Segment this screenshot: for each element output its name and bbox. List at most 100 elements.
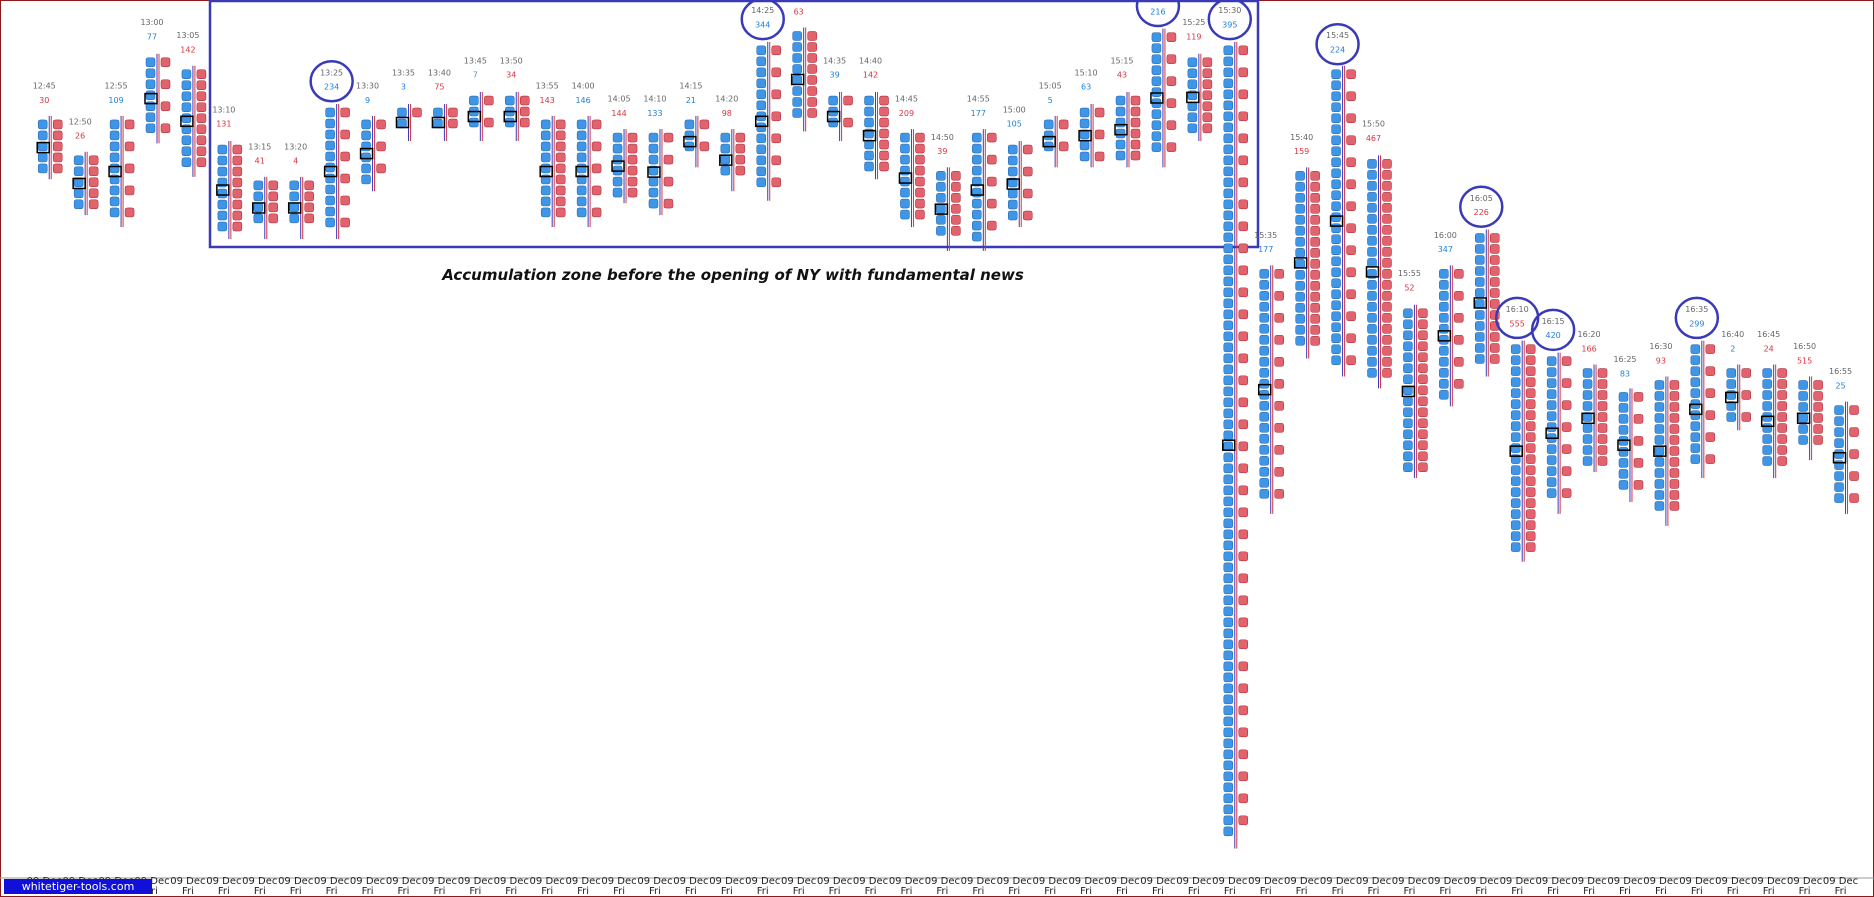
bar-delta: 9 (365, 96, 370, 105)
footprint-cell (1690, 432, 1701, 442)
footprint-cell (1223, 408, 1234, 419)
bar-time: 14:35 (823, 56, 846, 65)
x-date: 09 Dec (1464, 876, 1499, 887)
footprint-cell (1418, 407, 1428, 418)
bar-time: 14:30 (787, 0, 810, 2)
footprint-cell (1310, 270, 1320, 280)
footprint-cell (376, 163, 386, 174)
footprint-cell (1259, 401, 1269, 411)
footprint-cell (1223, 100, 1234, 111)
footprint-cell (1546, 488, 1557, 498)
footprint-cell (1418, 451, 1428, 462)
x-day: Fri (254, 886, 266, 897)
poc-cell (1186, 91, 1200, 104)
bar-time: 13:30 (356, 81, 379, 90)
x-day: Fri (685, 886, 697, 897)
footprint-cell (253, 191, 264, 202)
x-day: Fri (1332, 886, 1344, 897)
x-date: 09 Dec (781, 876, 816, 887)
poc-cell (359, 147, 374, 160)
footprint-cell (1223, 375, 1234, 386)
footprint-cell (1346, 201, 1356, 211)
footprint-cell (1510, 432, 1521, 442)
footprint-cell (1633, 392, 1644, 402)
footprint-cell (1705, 454, 1716, 464)
footprint-cell (1525, 465, 1536, 475)
bar-delta: 24 (1764, 344, 1774, 353)
footprint-cell (253, 180, 264, 191)
footprint-cell (196, 113, 207, 123)
footprint-cell (433, 118, 443, 129)
footprint-cell (1367, 203, 1377, 213)
footprint-cell (325, 217, 335, 228)
footprint-cell (1223, 474, 1234, 485)
footprint-cell (612, 132, 623, 143)
footprint-cell (1475, 354, 1485, 364)
footprint-cell (1834, 449, 1844, 459)
footprint-cell (879, 139, 889, 150)
footprint-cell (325, 140, 335, 151)
footprint-cell (1223, 133, 1234, 144)
footprint-cell (1525, 520, 1536, 530)
footprint-cell (1654, 468, 1665, 478)
footprint-cell (1259, 412, 1269, 422)
footprint-cell (361, 163, 371, 174)
footprint-cell (1346, 223, 1356, 233)
footprint-cell (1238, 617, 1249, 628)
footprint-cell (1331, 234, 1341, 244)
footprint-cell (1834, 471, 1844, 481)
footprint-cell (915, 187, 925, 198)
footprint-cell (1223, 331, 1234, 342)
footprint-cell (1331, 179, 1341, 189)
footprint-cell (792, 97, 802, 107)
footprint-cell (253, 213, 264, 224)
footprint-cell (1418, 418, 1428, 429)
footprint-cell (1669, 468, 1680, 478)
footprint-cell (1223, 155, 1234, 166)
bar-time: 14:00 (572, 81, 595, 90)
footprint-cell (1223, 617, 1234, 628)
poc-cell (539, 165, 553, 178)
footprint-cell (1849, 471, 1859, 481)
footprint-cell (1094, 107, 1105, 118)
x-date: 09 Dec (1787, 876, 1822, 887)
footprint-cell (1403, 396, 1413, 407)
footprint-cell (1151, 54, 1162, 64)
footprint-cell (1259, 379, 1269, 389)
footprint-cell (1798, 380, 1808, 390)
footprint-cell (936, 204, 946, 214)
footprint-cell (1238, 639, 1249, 650)
footprint-cell (1669, 380, 1680, 390)
footprint-cell (1202, 57, 1213, 68)
footprint-cell (951, 226, 961, 236)
footprint-cell (1151, 87, 1162, 97)
bar-delta: 177 (1258, 245, 1273, 254)
footprint-cell (1813, 424, 1823, 434)
footprint-cell (1223, 782, 1234, 793)
footprint-cell (1777, 390, 1787, 400)
poc-cell (1760, 415, 1775, 428)
footprint-cell (771, 177, 781, 188)
footprint-cell (987, 198, 997, 209)
x-date: 09 Dec (278, 876, 313, 887)
x-day: Fri (1691, 886, 1703, 897)
footprint-cell (792, 108, 802, 118)
footprint-cell (1022, 188, 1033, 199)
x-date: 09 Dec (314, 876, 349, 887)
footprint-cell (1597, 456, 1608, 466)
footprint-cell (951, 193, 961, 203)
footprint-cell (1510, 465, 1521, 475)
bar-time: 16:10 (1506, 305, 1529, 314)
footprint-cell (1382, 258, 1392, 268)
footprint-cell (1238, 331, 1249, 342)
poc-cell (431, 116, 446, 129)
footprint-cell (1223, 463, 1234, 474)
footprint-cell (268, 180, 279, 191)
footprint-cell (591, 207, 602, 218)
bar-time: 16:40 (1721, 330, 1744, 339)
footprint-cell (1382, 291, 1392, 301)
footprint-cell (1130, 150, 1141, 161)
footprint-cell (1331, 69, 1341, 79)
x-date: 09 Dec (1104, 876, 1139, 887)
